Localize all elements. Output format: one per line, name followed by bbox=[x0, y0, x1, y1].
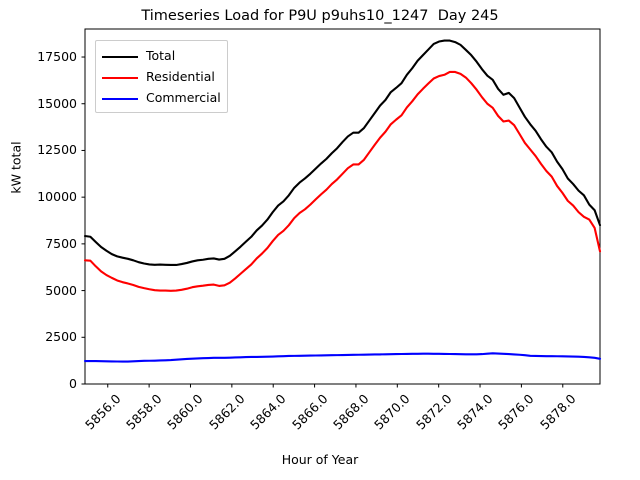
legend-swatch-commercial bbox=[102, 97, 138, 100]
y-tick-label: 2500 bbox=[45, 329, 77, 345]
series-line-commercial bbox=[83, 352, 602, 363]
legend-label-residential: Residential bbox=[146, 69, 215, 85]
tick-marks bbox=[81, 56, 564, 388]
legend-item-residential: Residential bbox=[102, 67, 221, 88]
y-tick-label: 15000 bbox=[37, 95, 77, 111]
legend-swatch-total bbox=[102, 55, 138, 58]
legend-label-commercial: Commercial bbox=[146, 90, 221, 106]
axes-frame bbox=[84, 28, 601, 385]
series-line-total bbox=[83, 39, 602, 267]
y-tick-label: 5000 bbox=[45, 282, 77, 298]
y-tick-label: 12500 bbox=[37, 142, 77, 158]
series-line-residential bbox=[83, 70, 602, 292]
y-tick-label: 17500 bbox=[37, 49, 77, 65]
legend-label-total: Total bbox=[146, 48, 176, 64]
series-lines bbox=[83, 39, 602, 363]
legend-item-commercial: Commercial bbox=[102, 88, 221, 109]
chart-legend: Total Residential Commercial bbox=[95, 40, 228, 113]
y-tick-label: 10000 bbox=[37, 189, 77, 205]
y-tick-label: 7500 bbox=[45, 235, 77, 251]
legend-item-total: Total bbox=[102, 46, 221, 67]
legend-swatch-residential bbox=[102, 76, 138, 79]
chart-title: Timeseries Load for P9U p9uhs10_1247 Day… bbox=[141, 8, 499, 24]
x-axis-label: Hour of Year bbox=[281, 452, 359, 467]
y-tick-label: 0 bbox=[69, 376, 77, 391]
